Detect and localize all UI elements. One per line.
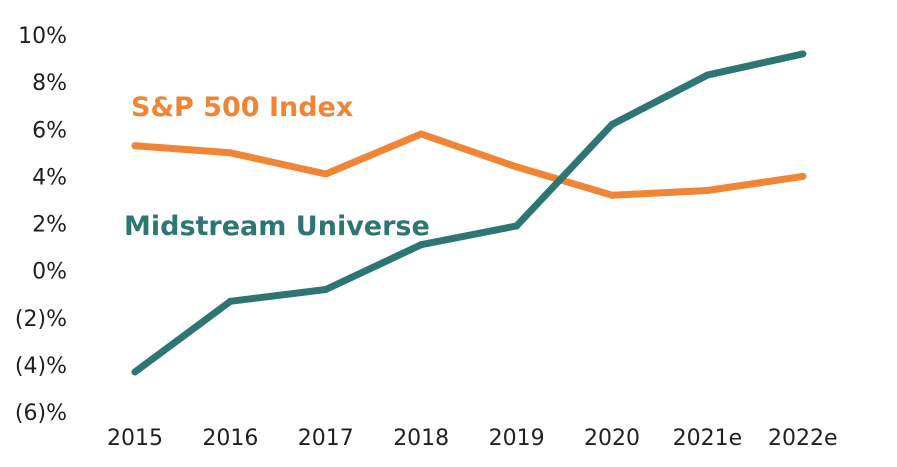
y-tick-label: 2%	[32, 213, 67, 238]
data-point	[226, 297, 234, 305]
data-point	[417, 241, 425, 249]
x-axis-tick-labels: 2015 2016 2017 2018 2019 2020 2021e 2022e	[107, 426, 838, 451]
x-tick-label: 2022e	[768, 426, 838, 451]
y-tick-label: 10%	[18, 24, 67, 49]
data-point	[226, 149, 234, 157]
series-line-sp500	[131, 130, 807, 199]
data-point	[608, 121, 616, 129]
x-tick-label: 2015	[107, 426, 163, 451]
series-line-midstream	[131, 50, 807, 376]
data-point	[608, 191, 616, 199]
x-tick-label: 2020	[584, 426, 640, 451]
data-point	[322, 170, 330, 178]
y-tick-label: (4)%	[15, 354, 67, 379]
data-point	[131, 142, 139, 150]
x-tick-label: 2018	[393, 426, 449, 451]
series-label-sp500: S&P 500 Index	[131, 92, 353, 123]
y-axis-tick-labels: 10% 8% 6% 4% 2% 0% (2)% (4)% (6)%	[15, 24, 67, 426]
data-point	[131, 368, 139, 376]
data-point	[799, 172, 807, 180]
x-tick-label: 2017	[298, 426, 354, 451]
data-point	[799, 50, 807, 58]
data-point	[513, 222, 521, 230]
series-lines	[131, 50, 807, 376]
series-label-midstream: Midstream Universe	[124, 211, 430, 242]
data-point	[703, 187, 711, 195]
y-tick-label: 6%	[32, 118, 67, 143]
y-tick-label: (2)%	[15, 307, 67, 332]
y-tick-label: 4%	[32, 165, 67, 190]
data-point	[322, 285, 330, 293]
data-point	[513, 163, 521, 171]
y-tick-label: 8%	[32, 71, 67, 96]
x-tick-label: 2019	[489, 426, 545, 451]
y-tick-label: 0%	[32, 260, 67, 285]
data-point	[703, 71, 711, 79]
data-point	[417, 130, 425, 138]
x-tick-label: 2016	[202, 426, 258, 451]
y-tick-label: (6)%	[15, 401, 67, 426]
x-tick-label: 2021e	[673, 426, 743, 451]
